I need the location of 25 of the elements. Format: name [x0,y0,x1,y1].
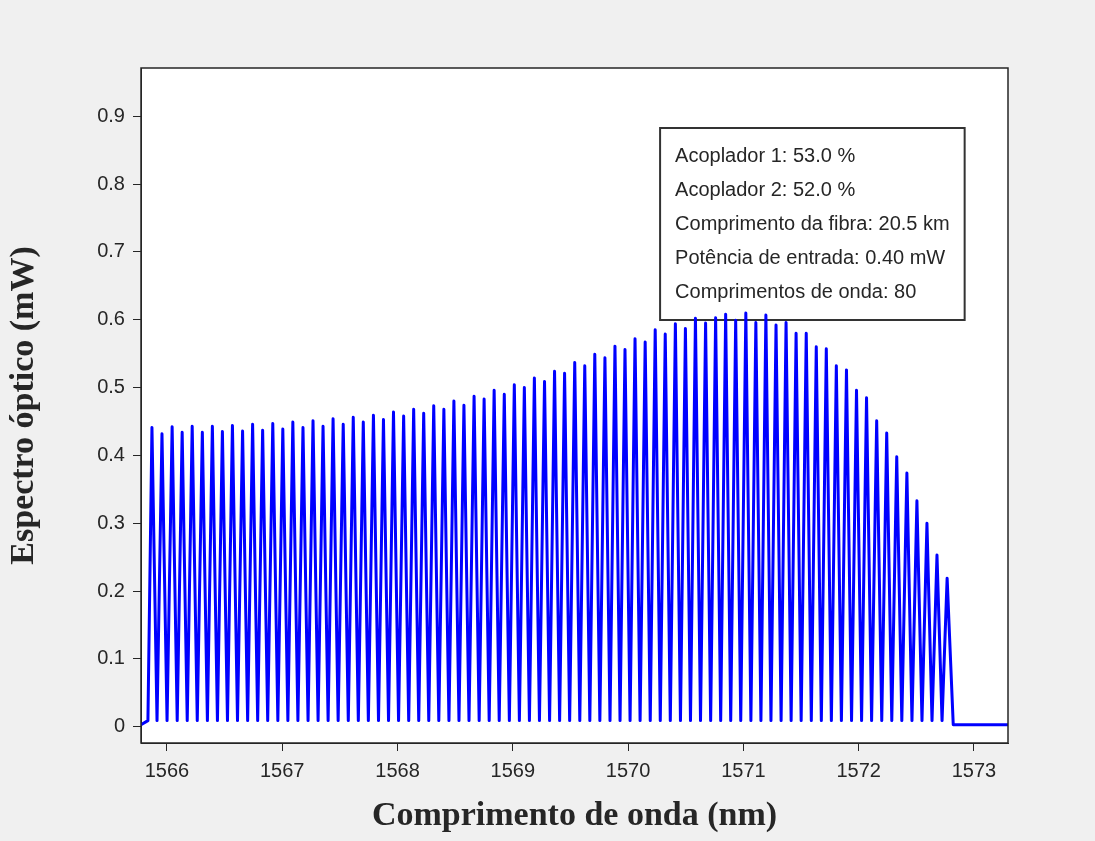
y-tick-label: 0.2 [97,578,125,601]
x-tick-label: 1569 [490,758,536,781]
y-axis-title: Espectro óptico (mW) [3,246,42,565]
x-tick-label: 1566 [144,758,190,781]
y-tick-label: 0.1 [97,646,125,669]
x-tick-label: 1568 [375,758,420,781]
y-tick-label: 0.4 [97,442,125,465]
y-tick-label: 0.7 [97,239,125,262]
annotation: Acoplador 1: 53.0 % [675,143,856,166]
y-tick-label: 0.5 [97,375,125,398]
y-tick-label: 0.6 [97,307,125,330]
x-axis-title: Comprimento de onda (nm) [371,795,778,834]
x-tick-label: 1567 [259,758,305,781]
x-tick-label: 1571 [721,758,766,781]
x-tick-label: 1570 [605,758,651,781]
annotation: Acoplador 2: 52.0 % [675,177,856,200]
x-tick-label: 1572 [836,758,881,781]
y-tick-label: 0.9 [97,103,125,126]
y-tick-label: 0 [113,714,125,737]
x-tick-label: 1573 [951,758,997,781]
annotation: Potência de entrada: 0.40 mW [675,245,946,268]
annotation: Comprimentos de onda: 80 [675,279,917,302]
y-tick-label: 0.3 [97,510,125,533]
annotation: Comprimento da fibra: 20.5 km [675,211,950,234]
y-tick-label: 0.8 [97,171,125,194]
